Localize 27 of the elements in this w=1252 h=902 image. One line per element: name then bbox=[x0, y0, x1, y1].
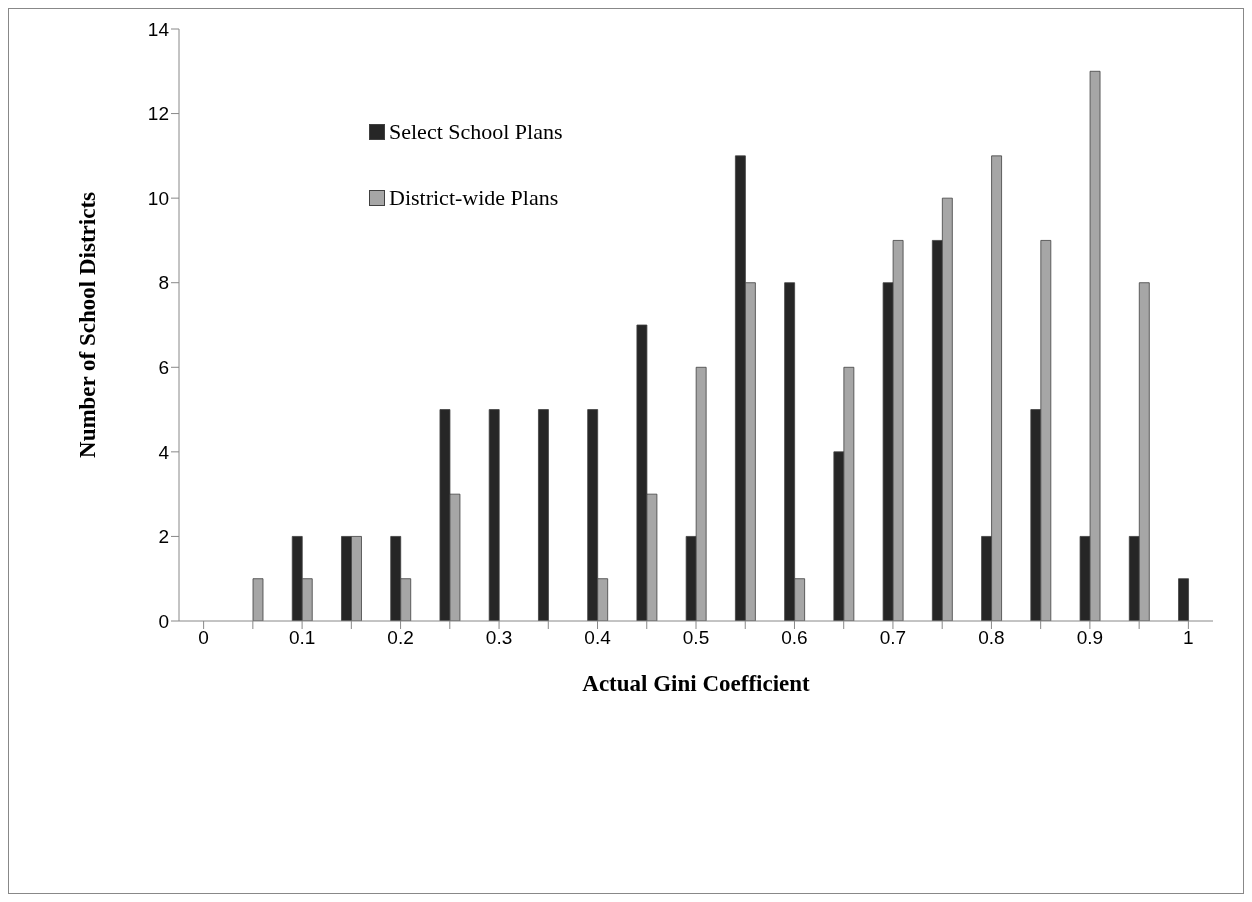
bar bbox=[252, 578, 264, 621]
x-tick-label: 0.7 bbox=[879, 627, 907, 649]
x-tick-label: 0.6 bbox=[781, 627, 808, 649]
x-tick-label: 1 bbox=[1183, 627, 1194, 649]
y-tick-label: 6 bbox=[158, 357, 169, 379]
bar bbox=[1178, 578, 1189, 621]
y-tick-label: 12 bbox=[147, 103, 169, 125]
bar bbox=[488, 409, 500, 621]
y-tick-label: 0 bbox=[158, 610, 169, 632]
y-tick-label: 2 bbox=[158, 526, 169, 548]
bar bbox=[538, 409, 549, 621]
x-axis-title: Actual Gini Coefficient bbox=[582, 671, 811, 696]
x-tick-label: 0 bbox=[198, 627, 209, 649]
x-tick-label: 0.5 bbox=[682, 627, 710, 649]
x-tick-label: 0.2 bbox=[387, 627, 414, 649]
x-tick-label: 0.1 bbox=[288, 627, 316, 649]
y-tick-label: 8 bbox=[158, 272, 169, 294]
x-tick-label: 0.3 bbox=[485, 627, 513, 649]
legend-label: Select School Plans bbox=[389, 119, 563, 145]
x-tick-label: 0.8 bbox=[978, 627, 1005, 649]
y-tick-label: 4 bbox=[158, 441, 170, 463]
y-tick-label: 10 bbox=[147, 187, 169, 209]
x-tick-label: 0.4 bbox=[584, 627, 612, 649]
y-tick-label: 14 bbox=[147, 18, 170, 40]
x-tick-label: 0.9 bbox=[1076, 627, 1104, 649]
y-axis-title: Number of School Districts bbox=[75, 191, 101, 458]
legend-label: District-wide Plans bbox=[389, 185, 559, 211]
